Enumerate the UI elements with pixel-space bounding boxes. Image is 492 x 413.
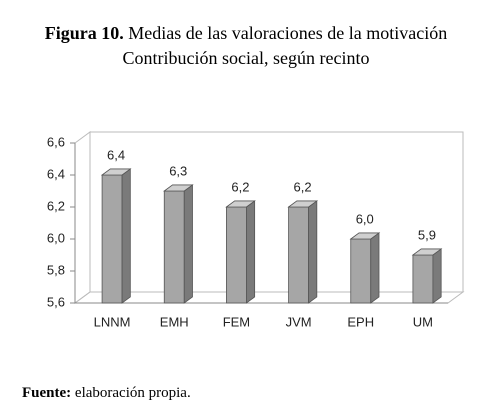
- bar-side: [246, 200, 256, 304]
- bar-front: [163, 190, 185, 304]
- bar-top: [100, 168, 132, 176]
- y-tick-label: 6,0: [47, 230, 65, 245]
- bar-front: [226, 206, 247, 304]
- bar-side: [183, 184, 193, 304]
- title-line: Figura 10. Medias de las valoraciones de…: [45, 23, 447, 43]
- value-label: 6,2: [231, 179, 249, 194]
- y-tick-label: 5,6: [47, 294, 65, 309]
- x-tick-label: LNNM: [94, 314, 131, 329]
- bar-top: [349, 232, 381, 240]
- chart-subtitle: Contribución social, según recinto: [123, 48, 370, 68]
- y-tick-label: 6,2: [47, 198, 65, 213]
- bar-top: [225, 200, 256, 208]
- x-tick-label: UM: [413, 314, 433, 329]
- bar-side: [308, 200, 318, 304]
- bar-front: [288, 206, 309, 304]
- bar-top: [411, 248, 443, 256]
- bar-top: [163, 184, 194, 192]
- value-label: 6,0: [356, 211, 374, 226]
- value-label: 6,2: [294, 179, 312, 194]
- y-tick-label: 5,8: [47, 262, 65, 277]
- x-tick-label: EPH: [347, 314, 374, 329]
- bar-top: [287, 200, 319, 208]
- value-label: 5,9: [418, 227, 436, 242]
- bar-front: [101, 174, 123, 304]
- y-tick-label: 6,4: [47, 166, 65, 181]
- figure-label: Figura 10.: [45, 23, 124, 43]
- plot-area: 5,6 5,8 6,0 6,2 6,4 6,6 LNNM 6,4 EMH 6,3 FEM 6,2 JVM…: [47, 131, 465, 329]
- side-wall: [74, 131, 91, 304]
- source: elaboración propia.: [75, 385, 191, 401]
- floor: [73, 291, 465, 304]
- bar-side: [121, 168, 131, 304]
- bar-front: [412, 254, 434, 304]
- y-tick-label: 6,6: [47, 134, 65, 149]
- bar-side: [370, 232, 380, 304]
- bar-side: [432, 248, 442, 304]
- x-tick-label: FEM: [223, 314, 250, 329]
- value-label: 6,4: [107, 147, 125, 162]
- x-tick-label: JVM: [286, 314, 312, 329]
- value-label: 6,3: [169, 163, 187, 178]
- chart-title: Medias de las valoraciones de la motivac…: [128, 23, 447, 43]
- source-line: Fuente: elaboración propia.: [22, 385, 191, 401]
- x-tick-label: EMH: [160, 314, 189, 329]
- source-label: Fuente:: [22, 385, 71, 401]
- bar-front: [350, 238, 372, 304]
- back-wall: [89, 131, 464, 293]
